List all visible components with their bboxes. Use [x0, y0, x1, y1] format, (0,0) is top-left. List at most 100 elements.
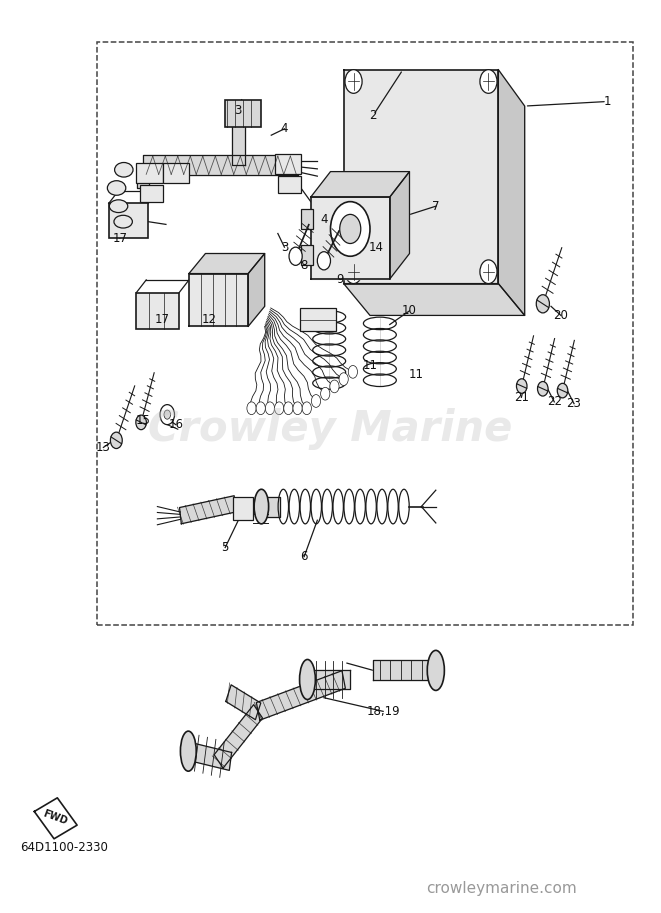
Circle shape [160, 404, 175, 425]
Text: 4: 4 [281, 122, 288, 135]
Circle shape [348, 365, 358, 378]
Bar [97, 42, 633, 624]
Circle shape [537, 382, 548, 396]
Text: 11: 11 [408, 368, 424, 381]
Text: 11: 11 [362, 359, 377, 372]
Circle shape [480, 260, 497, 284]
Ellipse shape [107, 181, 126, 195]
Polygon shape [344, 69, 498, 284]
Bar [301, 246, 313, 266]
Text: 5: 5 [221, 541, 229, 554]
Bar [136, 293, 179, 329]
Ellipse shape [180, 731, 196, 771]
Polygon shape [307, 670, 350, 688]
Polygon shape [311, 197, 390, 279]
Circle shape [330, 202, 370, 257]
Circle shape [340, 215, 361, 244]
Circle shape [339, 373, 348, 385]
Bar [136, 163, 163, 184]
Bar [274, 154, 301, 174]
Bar [278, 176, 301, 193]
Ellipse shape [109, 200, 128, 213]
Polygon shape [256, 671, 346, 720]
Text: 23: 23 [566, 397, 582, 410]
Ellipse shape [254, 489, 268, 524]
Text: 7: 7 [432, 200, 440, 213]
Text: 17: 17 [112, 232, 128, 245]
Text: 6: 6 [300, 551, 308, 563]
Bar [301, 209, 313, 229]
Circle shape [284, 402, 293, 415]
Circle shape [345, 260, 362, 284]
Circle shape [274, 402, 284, 415]
Text: 13: 13 [96, 441, 111, 454]
Polygon shape [214, 705, 262, 768]
Circle shape [302, 402, 311, 415]
Polygon shape [344, 284, 525, 315]
Polygon shape [189, 254, 264, 274]
Circle shape [164, 410, 171, 419]
Circle shape [110, 432, 122, 448]
Text: 3: 3 [235, 104, 242, 117]
Polygon shape [143, 155, 297, 175]
Bar [163, 163, 189, 184]
Circle shape [321, 387, 330, 400]
Polygon shape [137, 165, 149, 188]
Circle shape [480, 69, 497, 93]
Circle shape [311, 394, 321, 407]
Text: 1: 1 [603, 95, 611, 108]
Text: 16: 16 [169, 418, 183, 431]
Circle shape [516, 379, 527, 394]
Text: 12: 12 [201, 313, 216, 327]
Text: 21: 21 [514, 391, 529, 404]
Bar [108, 204, 148, 238]
Circle shape [330, 380, 339, 393]
Circle shape [256, 402, 265, 415]
Text: crowleymarine.com: crowleymarine.com [426, 881, 577, 897]
Polygon shape [232, 115, 245, 165]
Text: 64D1100-2330: 64D1100-2330 [20, 842, 108, 855]
Circle shape [265, 402, 274, 415]
Bar [225, 100, 261, 127]
Text: 22: 22 [547, 395, 562, 408]
Bar [299, 308, 336, 331]
Text: 8: 8 [301, 259, 308, 272]
Text: 14: 14 [369, 241, 384, 254]
Bar [139, 185, 163, 202]
Polygon shape [34, 798, 77, 839]
Text: 10: 10 [402, 304, 417, 318]
Bar [233, 497, 253, 520]
Text: 15: 15 [136, 414, 150, 426]
Ellipse shape [427, 650, 444, 690]
Text: 4: 4 [320, 214, 328, 226]
Circle shape [317, 252, 330, 270]
Text: 2: 2 [369, 109, 377, 121]
Text: 17: 17 [155, 313, 170, 327]
Text: FWD: FWD [42, 809, 69, 827]
Text: 18,19: 18,19 [366, 705, 400, 718]
Circle shape [536, 295, 549, 313]
Ellipse shape [114, 215, 132, 228]
Text: 9: 9 [336, 272, 344, 286]
Polygon shape [249, 254, 264, 326]
Polygon shape [390, 172, 409, 279]
Text: Crowley Marine: Crowley Marine [148, 408, 513, 450]
Text: 3: 3 [281, 241, 288, 254]
Text: 20: 20 [553, 309, 568, 322]
Circle shape [557, 383, 568, 398]
Ellipse shape [299, 659, 315, 699]
Polygon shape [187, 742, 231, 771]
Circle shape [293, 402, 302, 415]
Circle shape [136, 415, 146, 430]
Polygon shape [261, 497, 280, 517]
Polygon shape [180, 496, 236, 524]
Polygon shape [373, 660, 436, 680]
Circle shape [345, 69, 362, 93]
Circle shape [289, 247, 302, 266]
Circle shape [247, 402, 256, 415]
Polygon shape [189, 274, 249, 326]
Polygon shape [498, 69, 525, 315]
Polygon shape [226, 685, 261, 719]
Polygon shape [311, 172, 409, 197]
Ellipse shape [114, 163, 133, 177]
